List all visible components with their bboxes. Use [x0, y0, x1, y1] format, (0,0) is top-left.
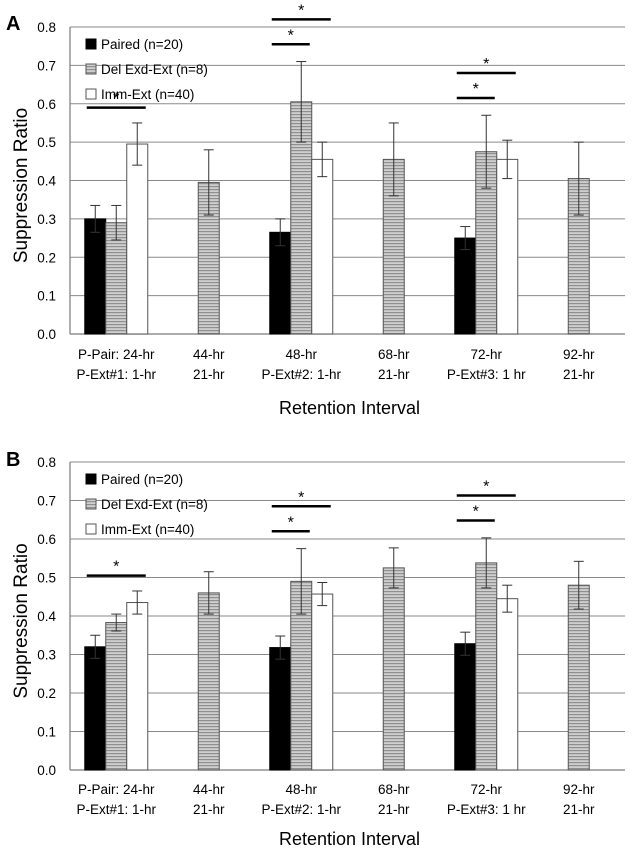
x-category-sublabel: 21-hr [563, 367, 595, 382]
x-category-sublabel: 21-hr [193, 367, 225, 382]
x-category-label: P-Pair: 24-hr [78, 347, 155, 362]
y-tick-label: 0.5 [37, 135, 56, 150]
x-category-sublabel: 21-hr [378, 802, 410, 817]
significance-star: * [113, 559, 119, 576]
y-tick-label: 0.2 [37, 250, 56, 265]
significance-star: * [473, 81, 479, 98]
y-tick-label: 0.7 [37, 58, 56, 73]
x-category-sublabel: 21-hr [378, 367, 410, 382]
bar-imm-ext [496, 598, 519, 771]
bar-paired [84, 646, 107, 771]
bar-imm-ext [496, 158, 519, 335]
legend-label: Del Exd-Ext (n=8) [101, 62, 208, 77]
significance-star: * [298, 489, 304, 506]
x-category-sublabel: P-Ext#1: 1-hr [76, 367, 156, 382]
bar-paired [454, 237, 477, 335]
x-category-label: 48-hr [285, 347, 317, 362]
bar-paired [454, 643, 477, 771]
bar-paired [84, 218, 107, 335]
bar-del-exd-ext [197, 592, 220, 771]
significance-star: * [113, 91, 119, 108]
panel-label: B [6, 449, 20, 471]
y-tick-label: 0.4 [37, 609, 56, 624]
y-tick-label: 0.3 [37, 648, 56, 663]
bar-paired [269, 647, 292, 771]
x-category-label: 44-hr [193, 347, 225, 362]
significance-star: * [483, 478, 489, 495]
bar-imm-ext [126, 602, 149, 771]
legend-label: Imm-Ext (n=40) [101, 87, 194, 102]
bar-del-exd-ext [475, 562, 498, 771]
y-tick-label: 0.0 [37, 763, 56, 778]
x-category-label: 68-hr [378, 347, 410, 362]
y-tick-label: 0.7 [37, 494, 56, 509]
y-tick-label: 0.8 [37, 455, 56, 470]
significance-star: * [288, 27, 294, 44]
x-axis-label: Retention Interval [279, 829, 420, 849]
x-category-label: 92-hr [563, 782, 595, 797]
x-category-sublabel: 21-hr [563, 802, 595, 817]
y-tick-label: 0.4 [37, 174, 56, 189]
y-tick-label: 0.2 [37, 686, 56, 701]
bar-paired [269, 231, 292, 335]
legend-swatch [85, 498, 97, 510]
y-tick-label: 0.0 [37, 327, 56, 342]
panel-b: B 0.0 0.1 0.2 0.3 0.4 0.5 0.6 0.7 0.8 Suppression … [6, 449, 625, 849]
y-tick-label: 0.1 [37, 725, 56, 740]
x-category-sublabel: P-Ext#3: 1 hr [447, 802, 526, 817]
x-category-label: 48-hr [285, 782, 317, 797]
significance-star: * [473, 504, 479, 521]
legend-swatch [85, 88, 97, 100]
legend-label: Paired (n=20) [101, 37, 183, 52]
bar-del-exd-ext [105, 622, 128, 771]
panel-a: A 0.0 0.1 0.2 0.3 0.4 0.5 0.6 0.7 0.8 Suppression … [6, 2, 625, 418]
x-category-label: 44-hr [193, 782, 225, 797]
x-category-label: 72-hr [470, 347, 502, 362]
x-category-label: 92-hr [563, 347, 595, 362]
significance-star: * [288, 514, 294, 531]
y-tick-label: 0.8 [37, 20, 56, 35]
x-category-sublabel: P-Ext#2: 1-hr [261, 802, 341, 817]
y-axis-label: Suppression Ratio [11, 543, 32, 698]
x-category-sublabel: P-Ext#2: 1-hr [261, 367, 341, 382]
y-axis-label: Suppression Ratio [11, 108, 32, 263]
legend-swatch [85, 523, 97, 535]
y-tick-label: 0.6 [37, 97, 56, 112]
bar-del-exd-ext [567, 584, 590, 771]
x-category-sublabel: P-Ext#1: 1-hr [76, 802, 156, 817]
x-category-label: P-Pair: 24-hr [78, 782, 155, 797]
panel-label: A [6, 13, 20, 35]
bar-imm-ext [311, 593, 334, 771]
legend-swatch [85, 38, 97, 50]
legend-swatch [85, 63, 97, 75]
significance-star: * [298, 2, 304, 19]
y-tick-label: 0.3 [37, 212, 56, 227]
bar-del-exd-ext [382, 567, 405, 771]
x-category-label: 68-hr [378, 782, 410, 797]
bar-imm-ext [126, 143, 149, 335]
legend-label: Paired (n=20) [101, 472, 183, 487]
legend-swatch [85, 473, 97, 485]
y-tick-label: 0.1 [37, 289, 56, 304]
x-category-sublabel: 21-hr [193, 802, 225, 817]
legend-label: Del Exd-Ext (n=8) [101, 497, 208, 512]
legend-label: Imm-Ext (n=40) [101, 522, 194, 537]
x-category-sublabel: P-Ext#3: 1 hr [447, 367, 526, 382]
y-tick-label: 0.5 [37, 571, 56, 586]
x-category-label: 72-hr [470, 782, 502, 797]
y-tick-label: 0.6 [37, 532, 56, 547]
bar-imm-ext [311, 158, 334, 335]
x-axis-label: Retention Interval [279, 398, 420, 418]
significance-star: * [483, 56, 489, 73]
